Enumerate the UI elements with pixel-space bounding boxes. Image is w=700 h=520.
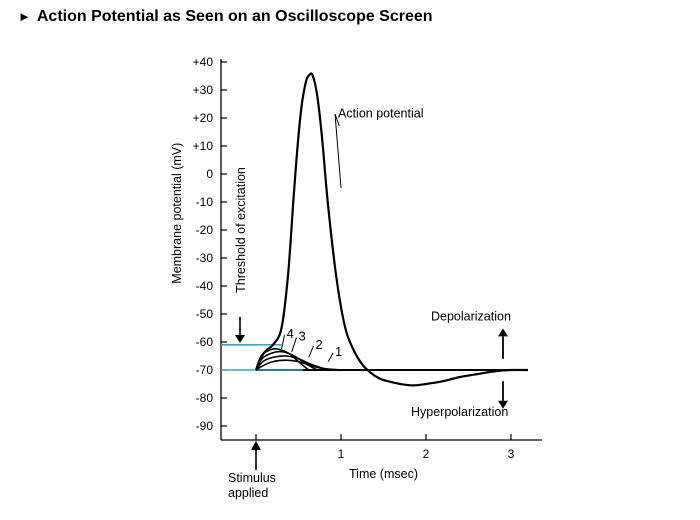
y-tick-label: +10 (193, 139, 214, 153)
play-triangle-icon: ► (18, 9, 31, 24)
action-potential-curve (254, 72, 529, 387)
y-tick-label: -80 (196, 391, 214, 405)
curve-3-leader (291, 337, 297, 352)
curve-3-label: 3 (299, 329, 306, 344)
y-tick-label: 0 (206, 167, 213, 181)
y-tick-label: -10 (196, 195, 214, 209)
y-tick-label: -90 (196, 419, 214, 433)
y-tick-label: -60 (196, 335, 214, 349)
hyperpolarization-label: Hyperpolarization (411, 405, 508, 419)
y-tick-label: +30 (193, 83, 214, 97)
y-tick-label: -20 (196, 223, 214, 237)
depolarization-label: Depolarization (431, 310, 511, 324)
y-tick-label: +20 (193, 111, 214, 125)
y-tick-label: -40 (196, 279, 214, 293)
page-title-text: Action Potential as Seen on an Oscillosc… (36, 8, 433, 25)
chart-axes: +40 +30 +20 +10 0 -10 -20 -30 -40 -50 -60 -70 -80 -90… (170, 55, 542, 481)
page-title: ► Action Potential as Seen on an Oscillos… (18, 8, 433, 26)
action-potential-label: Action potential (338, 106, 423, 120)
threshold-label: Threshold of excitation (234, 167, 248, 293)
depolarization-arrow-head (498, 328, 508, 337)
x-tick-label: 2 (423, 447, 430, 461)
curve-1-label: 1 (335, 344, 342, 359)
y-tick-label: +40 (193, 55, 214, 69)
subthreshold-curve-2 (255, 355, 329, 371)
chart-series (221, 72, 529, 387)
y-tick-label: -70 (196, 363, 214, 377)
x-axis-label: Time (msec) (349, 467, 418, 481)
x-tick-label: 1 (338, 447, 345, 461)
curve-2-label: 2 (316, 337, 323, 352)
y-tick-label: -30 (196, 251, 214, 265)
hyperpolarization-arrow-head (498, 400, 508, 409)
y-tick-label: -50 (196, 307, 214, 321)
curve-4-leader (281, 334, 286, 350)
action-potential-leader (334, 113, 342, 189)
curve-4-label: 4 (287, 326, 294, 341)
action-potential-leader-tip (334, 113, 340, 127)
x-tick-label: 3 (508, 447, 515, 461)
stimulus-label-line1: Stimulus (228, 471, 276, 485)
curve-2-leader (308, 345, 314, 358)
y-axis-label: Membrane potential (mV) (170, 143, 184, 284)
subthreshold-curve-3 (255, 350, 318, 371)
stimulus-label-line2: applied (228, 486, 268, 500)
stimulus-arrow-head (251, 441, 261, 450)
threshold-arrow-head (235, 335, 245, 343)
curve-1-leader (327, 352, 334, 362)
subthreshold-curve-4 (255, 348, 310, 371)
